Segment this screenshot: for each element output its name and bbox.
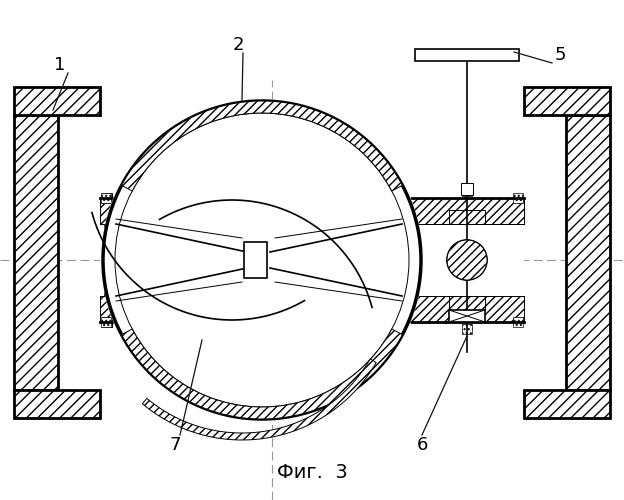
Polygon shape bbox=[122, 329, 402, 419]
Polygon shape bbox=[412, 224, 524, 296]
Polygon shape bbox=[14, 390, 100, 418]
Text: 6: 6 bbox=[416, 436, 427, 454]
Polygon shape bbox=[102, 193, 112, 203]
Circle shape bbox=[101, 99, 423, 421]
Text: 2: 2 bbox=[232, 36, 244, 54]
Polygon shape bbox=[462, 324, 472, 334]
Polygon shape bbox=[566, 115, 610, 390]
Polygon shape bbox=[524, 390, 610, 418]
Polygon shape bbox=[122, 101, 402, 191]
Polygon shape bbox=[398, 198, 524, 224]
Polygon shape bbox=[101, 193, 111, 203]
Polygon shape bbox=[142, 359, 376, 440]
Polygon shape bbox=[14, 87, 100, 115]
Polygon shape bbox=[244, 246, 267, 274]
Polygon shape bbox=[244, 242, 267, 278]
Circle shape bbox=[447, 240, 487, 280]
Polygon shape bbox=[100, 296, 126, 322]
Text: 5: 5 bbox=[554, 46, 566, 64]
Text: Фиг.  3: Фиг. 3 bbox=[276, 462, 348, 481]
Text: 1: 1 bbox=[54, 56, 66, 74]
Polygon shape bbox=[513, 317, 523, 327]
Polygon shape bbox=[100, 224, 112, 296]
Polygon shape bbox=[102, 317, 112, 327]
Polygon shape bbox=[524, 87, 610, 115]
Polygon shape bbox=[14, 115, 58, 390]
Polygon shape bbox=[100, 198, 126, 224]
Polygon shape bbox=[449, 296, 485, 310]
Polygon shape bbox=[398, 296, 524, 322]
Polygon shape bbox=[104, 224, 116, 296]
Polygon shape bbox=[449, 310, 485, 322]
Circle shape bbox=[447, 240, 487, 280]
Polygon shape bbox=[462, 186, 472, 196]
Polygon shape bbox=[513, 193, 523, 203]
Polygon shape bbox=[402, 224, 414, 296]
Polygon shape bbox=[101, 317, 111, 327]
Polygon shape bbox=[449, 210, 485, 224]
Polygon shape bbox=[461, 183, 473, 195]
Polygon shape bbox=[415, 49, 519, 61]
Text: 7: 7 bbox=[169, 436, 181, 454]
